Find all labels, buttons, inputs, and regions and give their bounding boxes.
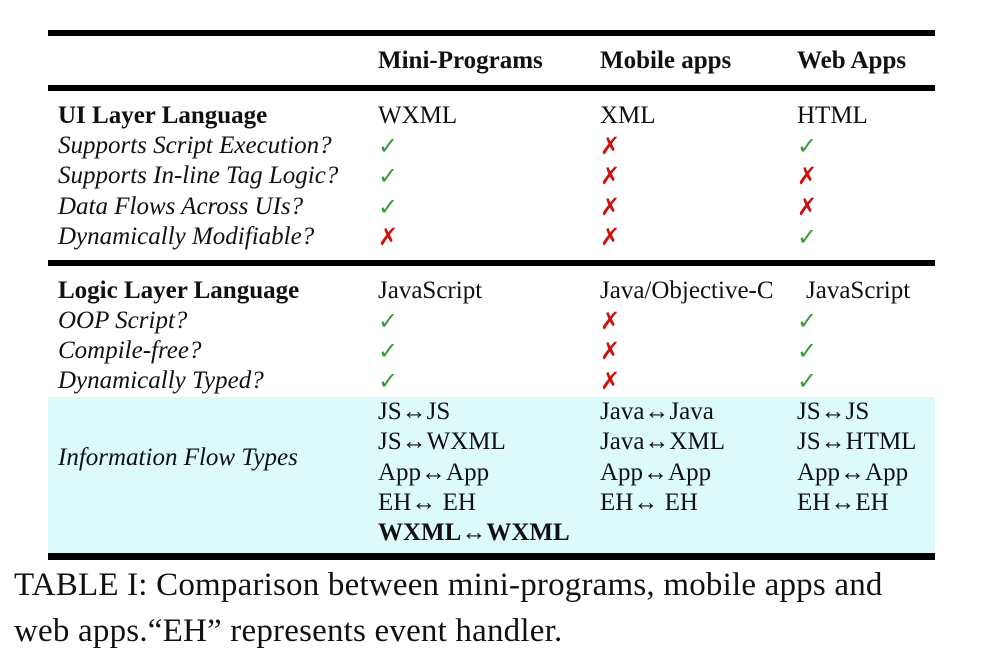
check-icon: ✓ <box>378 132 399 160</box>
logic-lang-web: JavaScript <box>806 277 911 304</box>
header-mini-programs: Mini-Programs <box>378 47 543 74</box>
flow-mini-4: EH↔ EH <box>378 489 476 516</box>
cross-icon: ✗ <box>797 193 818 221</box>
logic-lang-mobile: Java/Objective-C <box>600 277 774 304</box>
cross-icon: ✗ <box>600 132 621 160</box>
check-icon: ✓ <box>378 307 399 335</box>
header-rule <box>48 85 935 91</box>
flow-mobile-4: EH↔ EH <box>600 489 698 516</box>
check-icon: ✓ <box>797 367 818 395</box>
check-icon: ✓ <box>797 132 818 160</box>
cross-icon: ✗ <box>600 337 621 365</box>
table-bottom-rule <box>48 553 935 560</box>
flow-mobile-2: Java↔XML <box>600 428 725 455</box>
caption-line-2: web apps.“EH” represents event handler. <box>14 613 563 649</box>
info-flow-highlight <box>48 397 935 553</box>
cross-icon: ✗ <box>600 223 621 251</box>
row-label-inline-tag-logic: Supports In-line Tag Logic? <box>58 162 339 189</box>
flow-web-2: JS↔HTML <box>797 428 917 455</box>
info-flow-label: Information Flow Types <box>58 444 298 471</box>
row-label-data-flows: Data Flows Across UIs? <box>58 193 304 220</box>
check-icon: ✓ <box>378 193 399 221</box>
cross-icon: ✗ <box>378 223 399 251</box>
check-icon: ✓ <box>378 337 399 365</box>
row-label-script-execution: Supports Script Execution? <box>58 132 332 159</box>
row-label-oop-script: OOP Script? <box>58 307 188 334</box>
cross-icon: ✗ <box>600 193 621 221</box>
flow-mini-5: WXML↔WXML <box>378 519 570 546</box>
flow-web-3: App↔App <box>797 459 909 486</box>
caption-line-1: TABLE I: Comparison between mini-program… <box>14 567 883 603</box>
flow-mini-1: JS↔JS <box>378 398 451 425</box>
table-caption: TABLE I: Comparison between mini-program… <box>14 562 982 654</box>
ui-lang-web: HTML <box>797 102 868 129</box>
header-mobile-apps: Mobile apps <box>600 47 732 74</box>
flow-web-4: EH↔EH <box>797 489 889 516</box>
flow-mobile-3: App↔App <box>600 459 712 486</box>
cross-icon: ✗ <box>600 367 621 395</box>
ui-lang-mobile: XML <box>600 102 656 129</box>
logic-layer-title: Logic Layer Language <box>58 277 300 304</box>
flow-mini-2: JS↔WXML <box>378 428 506 455</box>
check-icon: ✓ <box>378 367 399 395</box>
check-icon: ✓ <box>797 223 818 251</box>
section-rule <box>48 260 935 266</box>
ui-layer-title: UI Layer Language <box>58 102 268 129</box>
check-icon: ✓ <box>378 162 399 190</box>
logic-lang-mini: JavaScript <box>378 277 483 304</box>
cross-icon: ✗ <box>600 307 621 335</box>
row-label-dynamically-modifiable: Dynamically Modifiable? <box>58 223 315 250</box>
row-label-dynamically-typed: Dynamically Typed? <box>58 367 264 394</box>
flow-web-1: JS↔JS <box>797 398 870 425</box>
flow-mini-3: App↔App <box>378 459 490 486</box>
row-label-compile-free: Compile-free? <box>58 337 202 364</box>
flow-mobile-1: Java↔Java <box>600 398 714 425</box>
ui-lang-mini: WXML <box>378 102 458 129</box>
cross-icon: ✗ <box>600 162 621 190</box>
check-icon: ✓ <box>797 337 818 365</box>
table-top-rule <box>48 30 935 36</box>
check-icon: ✓ <box>797 307 818 335</box>
header-web-apps: Web Apps <box>797 47 907 74</box>
cross-icon: ✗ <box>797 162 818 190</box>
